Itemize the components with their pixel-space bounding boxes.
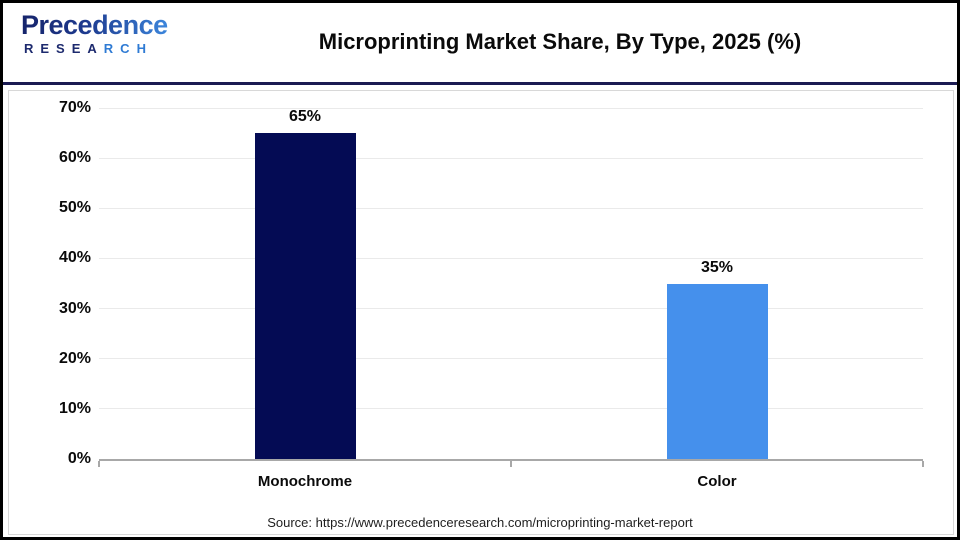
header: Precedence RESEARCH Microprinting Market… — [3, 3, 957, 79]
x-axis-tick-mark — [922, 461, 924, 467]
gridline-30% — [99, 308, 923, 310]
logo-wordmark: Precedence — [21, 10, 168, 40]
x-axis-tick-mark — [98, 461, 100, 467]
gridline-70% — [99, 107, 923, 109]
y-axis-tick-label: 20% — [58, 349, 91, 367]
y-axis-tick-label: 10% — [58, 399, 91, 417]
gridline-20% — [99, 358, 923, 360]
gridline-50% — [99, 207, 923, 209]
chart-title: Microprinting Market Share, By Type, 202… — [318, 29, 802, 54]
bar-value-label-monochrome: 65% — [288, 108, 322, 126]
gridline-10% — [99, 408, 923, 410]
gridline-60% — [99, 157, 923, 159]
y-axis-tick-label: 50% — [58, 199, 91, 217]
y-axis-tick-label: 60% — [58, 149, 91, 167]
y-axis-tick-label: 30% — [58, 299, 91, 317]
x-axis-category-label-color: Color — [697, 473, 737, 490]
x-axis-line — [99, 459, 923, 461]
logo-subtitle-navy: RESEA — [24, 41, 104, 56]
source-text: Source: https://www.precedenceresearch.c… — [267, 515, 693, 530]
bar-color — [666, 283, 768, 459]
logo-subtitle-blue: RCH — [103, 41, 153, 56]
gridline-40% — [99, 257, 923, 259]
precedence-logo: Precedence RESEARCH — [21, 10, 168, 56]
bar-chart: 0% 10% 20% 30% 40% 50% 60% 70% 65% Monochrome 35% C… — [3, 3, 957, 537]
x-axis-tick-mark — [510, 461, 512, 467]
x-axis-category-label-monochrome: Monochrome — [257, 473, 353, 490]
bar-value-label-color: 35% — [700, 258, 734, 276]
logo-subtitle: RESEARCH — [21, 42, 168, 55]
bar-monochrome — [254, 133, 356, 459]
y-axis-tick-label: 40% — [58, 249, 91, 267]
y-axis-tick-label: 70% — [58, 99, 91, 116]
header-separator-line — [3, 82, 957, 85]
y-axis-tick-label: 0% — [67, 450, 91, 467]
